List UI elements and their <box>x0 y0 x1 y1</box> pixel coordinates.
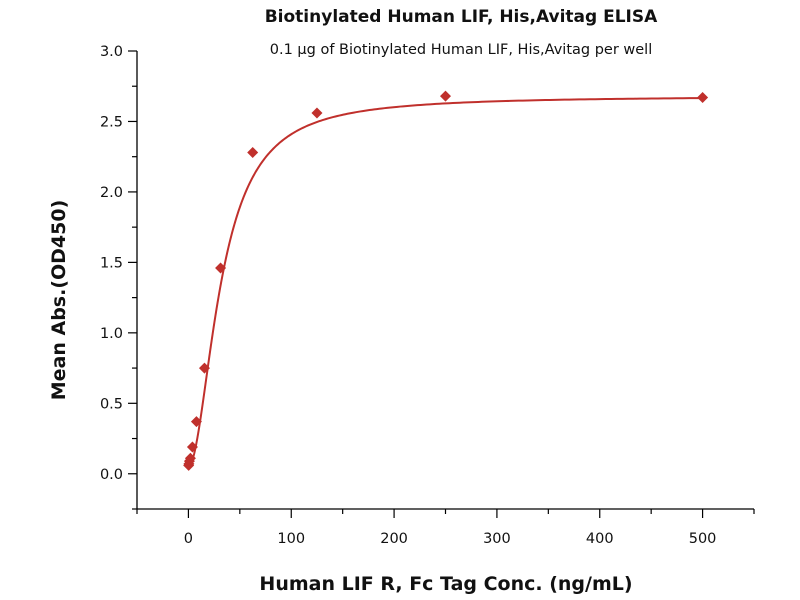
y-tick-label: 2.5 <box>100 114 123 130</box>
data-point <box>215 262 227 274</box>
y-axis-label: Mean Abs.(OD450) <box>48 200 70 401</box>
fit-curve <box>187 97 703 468</box>
y-axis-ticks: 0.0 0.5 1.0 1.5 2.0 2.5 3.0 <box>100 44 137 510</box>
x-tick-label: 400 <box>586 531 614 547</box>
data-point <box>198 362 210 374</box>
x-tick-label: 100 <box>277 531 305 547</box>
y-tick-label: 0.5 <box>100 396 123 412</box>
data-point <box>440 90 451 102</box>
data-point <box>186 441 198 453</box>
y-tick-label: 2.0 <box>100 185 123 201</box>
data-point <box>697 92 709 104</box>
y-tick-label: 1.5 <box>100 255 123 271</box>
data-point <box>311 107 323 119</box>
x-axis-ticks: 0 100 200 300 400 500 <box>136 509 755 547</box>
x-tick-label: 500 <box>689 531 717 547</box>
x-tick-label: 0 <box>184 531 193 547</box>
data-point <box>190 416 202 428</box>
data-points <box>183 90 709 471</box>
chart-title: Biotinylated Human LIF, His,Avitag ELISA <box>265 7 658 27</box>
x-tick-label: 200 <box>380 531 408 547</box>
y-tick-label: 0.0 <box>100 467 123 483</box>
y-tick-label: 3.0 <box>100 44 123 60</box>
chart-subtitle: 0.1 μg of Biotinylated Human LIF, His,Av… <box>270 42 652 58</box>
data-point <box>184 452 196 464</box>
y-tick-label: 1.0 <box>100 326 123 342</box>
data-point <box>247 146 259 158</box>
x-tick-label: 300 <box>483 531 511 547</box>
x-axis-label: Human LIF R, Fc Tag Conc. (ng/mL) <box>259 573 632 595</box>
